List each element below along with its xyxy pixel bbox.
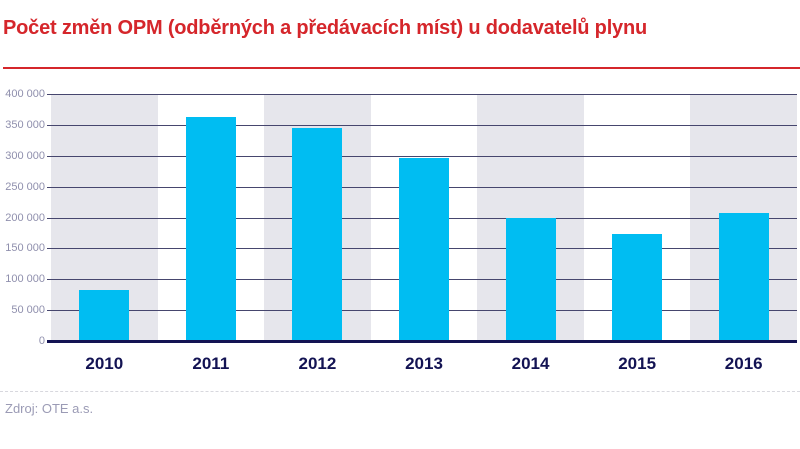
gridline-300000 [47,155,797,157]
x-axis-label-2010: 2010 [85,354,124,373]
bar-2015 [612,233,663,341]
y-axis-tick-label: 400 000 [5,88,45,100]
y-axis-tick-label: 0 [38,335,45,347]
y-axis-tick-label: 350 000 [5,118,45,131]
y-axis-tick-label: 200 000 [5,211,45,224]
bar-2011 [185,117,236,341]
footer-divider [0,391,800,392]
y-axis-tick-label: 250 000 [5,180,45,193]
bar-2014 [505,217,556,341]
gridline-400000 [47,94,797,95]
x-axis-label-2014: 2014 [511,354,550,373]
y-axis-tick-label: 100 000 [5,273,45,286]
x-axis-label-2016: 2016 [724,354,763,373]
y-axis-tick-label: 300 000 [5,149,45,162]
x-axis-baseline [47,340,797,343]
source-note: Zdroj: OTE a.s. [5,401,94,416]
bar-2012 [292,127,343,341]
page-title: Počet změn OPM (odběrných a předávacích … [3,17,648,39]
bar-2016 [718,213,769,341]
x-axis-label-2013: 2013 [405,354,443,373]
x-axis-label-2012: 2012 [298,354,337,373]
x-axis-label-2015: 2015 [618,354,657,373]
x-axis-label-2011: 2011 [192,354,230,373]
bar-2010 [79,289,130,341]
bar-2013 [399,158,449,341]
y-axis-tick-label: 50 000 [11,304,45,317]
y-axis-tick-label: 150 000 [5,242,45,255]
gridline-350000 [47,124,797,126]
title-divider [3,67,800,69]
